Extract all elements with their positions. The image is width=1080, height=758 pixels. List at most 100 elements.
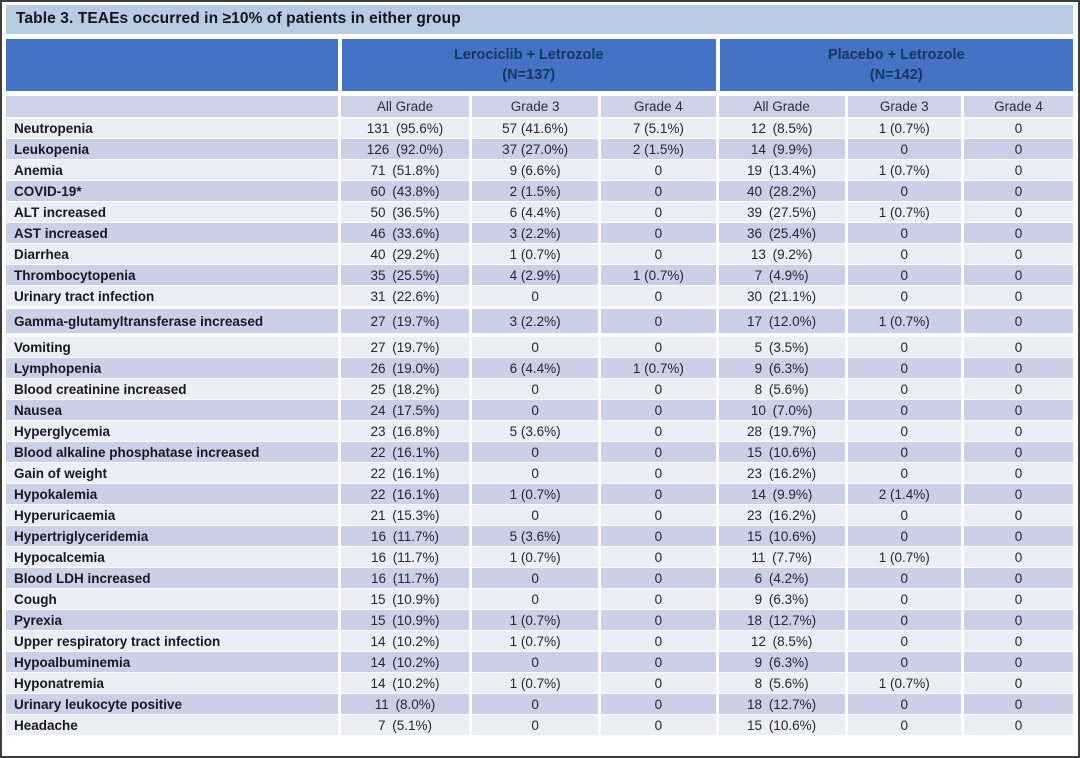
value-cell: 22 (16.1%) bbox=[337, 462, 470, 483]
value-cell: 0 bbox=[960, 378, 1073, 399]
value-cell: 0 bbox=[960, 672, 1073, 693]
value-cell: 40 (28.2%) bbox=[715, 180, 845, 201]
value-cell: 0 bbox=[469, 462, 599, 483]
table-row: Lymphopenia 26 (19.0%) 6 (4.4%) 1 (0.7%) 9 (… bbox=[6, 357, 1073, 378]
value-cell: 1 (0.7%) bbox=[598, 357, 716, 378]
value-cell: 0 bbox=[598, 651, 716, 672]
value-cell: 5 (3.6%) bbox=[469, 525, 599, 546]
value-cell: 0 bbox=[844, 504, 961, 525]
value-cell: 28 (19.7%) bbox=[715, 420, 845, 441]
value-cell: 9 (6.3%) bbox=[715, 651, 845, 672]
table-row: Hypocalcemia 16 (11.7%) 1 (0.7%) 0 11 (7.7%)… bbox=[6, 546, 1073, 567]
table-row: Vomiting 27 (19.7%) 0 0 5 (3.5%) 0 0 bbox=[6, 336, 1073, 357]
value-cell: 0 bbox=[598, 462, 716, 483]
value-cell: 0 bbox=[598, 714, 716, 735]
teae-table-body: Neutropenia 131 (95.6%) 57 (41.6%) 7 (5.1%)… bbox=[6, 117, 1073, 735]
adverse-event-name: Thrombocytopenia bbox=[6, 264, 338, 285]
value-cell: 15 (10.6%) bbox=[715, 441, 845, 462]
value-cell: 0 bbox=[598, 504, 716, 525]
table-title: Table 3. TEAEs occurred in ≥10% of patie… bbox=[6, 5, 1073, 34]
value-cell: 0 bbox=[469, 441, 599, 462]
value-cell: 23 (16.2%) bbox=[715, 504, 845, 525]
value-cell: 0 bbox=[469, 504, 599, 525]
value-cell: 0 bbox=[598, 306, 716, 336]
subheader-all-grade-placebo: All Grade bbox=[715, 91, 845, 117]
value-cell: 0 bbox=[844, 420, 961, 441]
value-cell: 0 bbox=[960, 399, 1073, 420]
adverse-event-name: Cough bbox=[6, 588, 338, 609]
value-cell: 0 bbox=[960, 504, 1073, 525]
value-cell: 14 (9.9%) bbox=[715, 138, 845, 159]
corner-cell bbox=[6, 39, 338, 91]
value-cell: 0 bbox=[598, 567, 716, 588]
value-cell: 27 (19.7%) bbox=[337, 336, 470, 357]
value-cell: 11 (8.0%) bbox=[337, 693, 470, 714]
value-cell: 0 bbox=[844, 378, 961, 399]
table-row: Anemia 71 (51.8%) 9 (6.6%) 0 19 (13.4%) 1 (0.… bbox=[6, 159, 1073, 180]
value-cell: 0 bbox=[598, 672, 716, 693]
adverse-event-name: Blood alkaline phosphatase increased bbox=[6, 441, 338, 462]
group-name-lerociclib: Lerociclib + Letrozole bbox=[453, 46, 604, 63]
value-cell: 0 bbox=[598, 399, 716, 420]
value-cell: 60 (43.8%) bbox=[337, 180, 470, 201]
value-cell: 0 bbox=[960, 546, 1073, 567]
value-cell: 15 (10.9%) bbox=[337, 588, 470, 609]
adverse-event-name: Gamma-glutamyltransferase increased bbox=[6, 306, 338, 336]
value-cell: 0 bbox=[598, 693, 716, 714]
table-row: Nausea 24 (17.5%) 0 0 10 (7.0%) 0 0 bbox=[6, 399, 1073, 420]
value-cell: 1 (0.7%) bbox=[844, 672, 961, 693]
value-cell: 0 bbox=[844, 609, 961, 630]
value-cell: 1 (0.7%) bbox=[469, 630, 599, 651]
value-cell: 21 (15.3%) bbox=[337, 504, 470, 525]
adverse-event-name: Hypertriglyceridemia bbox=[6, 525, 338, 546]
value-cell: 23 (16.2%) bbox=[715, 462, 845, 483]
adverse-event-name: Pyrexia bbox=[6, 609, 338, 630]
value-cell: 0 bbox=[598, 222, 716, 243]
value-cell: 1 (0.7%) bbox=[844, 159, 961, 180]
adverse-event-name: Blood creatinine increased bbox=[6, 378, 338, 399]
adverse-event-name: Upper respiratory tract infection bbox=[6, 630, 338, 651]
value-cell: 8 (5.6%) bbox=[715, 378, 845, 399]
adverse-event-name: Hyperglycemia bbox=[6, 420, 338, 441]
value-cell: 0 bbox=[469, 285, 599, 306]
value-cell: 0 bbox=[598, 525, 716, 546]
value-cell: 9 (6.3%) bbox=[715, 357, 845, 378]
value-cell: 6 (4.4%) bbox=[469, 357, 599, 378]
table-row: Upper respiratory tract infection 14 (10.… bbox=[6, 630, 1073, 651]
value-cell: 0 bbox=[469, 567, 599, 588]
value-cell: 0 bbox=[960, 420, 1073, 441]
value-cell: 1 (0.7%) bbox=[844, 546, 961, 567]
table-row: Neutropenia 131 (95.6%) 57 (41.6%) 7 (5.1%)… bbox=[6, 117, 1073, 138]
value-cell: 126 (92.0%) bbox=[337, 138, 470, 159]
value-cell: 0 bbox=[844, 441, 961, 462]
value-cell: 0 bbox=[469, 651, 599, 672]
table-row: Hyperglycemia 23 (16.8%) 5 (3.6%) 0 28 (19.7… bbox=[6, 420, 1073, 441]
value-cell: 0 bbox=[960, 306, 1073, 336]
table-row: Pyrexia 15 (10.9%) 1 (0.7%) 0 18 (12.7%) 0 0 bbox=[6, 609, 1073, 630]
value-cell: 0 bbox=[960, 441, 1073, 462]
value-cell: 0 bbox=[844, 525, 961, 546]
value-cell: 46 (33.6%) bbox=[337, 222, 470, 243]
adverse-event-name: Anemia bbox=[6, 159, 338, 180]
adverse-event-name: Gain of weight bbox=[6, 462, 338, 483]
value-cell: 0 bbox=[598, 483, 716, 504]
value-cell: 0 bbox=[598, 285, 716, 306]
table-row: Hypoalbuminemia 14 (10.2%) 0 0 9 (6.3%) 0 0 bbox=[6, 651, 1073, 672]
value-cell: 23 (16.8%) bbox=[337, 420, 470, 441]
value-cell: 12 (8.5%) bbox=[715, 630, 845, 651]
group-n-placebo: (N=142) bbox=[869, 67, 923, 83]
subheader-grade3-placebo: Grade 3 bbox=[844, 91, 961, 117]
subheader-grade4-lerociclib: Grade 4 bbox=[598, 91, 716, 117]
adverse-event-name: Nausea bbox=[6, 399, 338, 420]
group-header-placebo: Placebo + Letrozole (N=142) bbox=[715, 39, 1073, 91]
value-cell: 16 (11.7%) bbox=[337, 567, 470, 588]
value-cell: 2 (1.5%) bbox=[469, 180, 599, 201]
value-cell: 0 bbox=[960, 138, 1073, 159]
table-row: Hyperuricaemia 21 (15.3%) 0 0 23 (16.2%) 0 0 bbox=[6, 504, 1073, 525]
value-cell: 0 bbox=[844, 180, 961, 201]
value-cell: 11 (7.7%) bbox=[715, 546, 845, 567]
value-cell: 30 (21.1%) bbox=[715, 285, 845, 306]
table-row: Blood LDH increased 16 (11.7%) 0 0 6 (4.2%) 0… bbox=[6, 567, 1073, 588]
value-cell: 71 (51.8%) bbox=[337, 159, 470, 180]
